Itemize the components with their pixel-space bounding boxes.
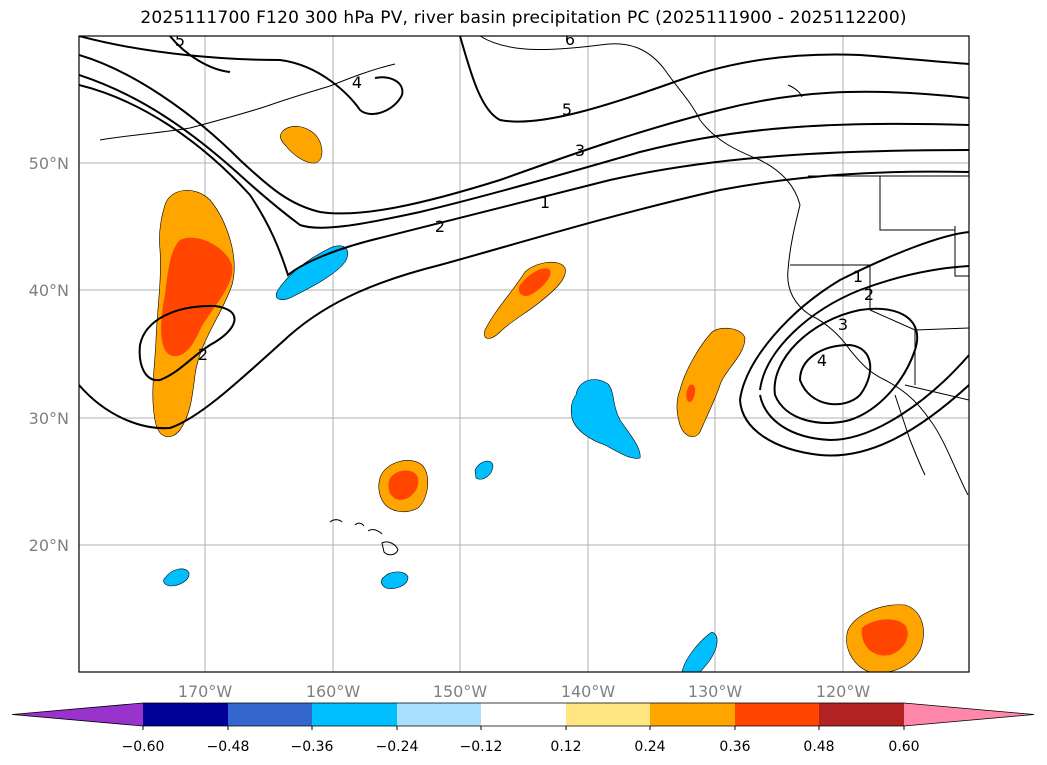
precip-blob-baja-core — [861, 619, 908, 656]
colorbar-tick: 0.12 — [550, 739, 581, 755]
pv-label: 6 — [565, 30, 575, 49]
pv-label: 2 — [435, 217, 445, 236]
map-background — [79, 36, 969, 672]
colorbar-segment — [481, 703, 566, 726]
pv-label: 4 — [352, 73, 362, 92]
colorbar-tick: −0.36 — [291, 739, 334, 755]
pv-contour-3-outer — [759, 354, 969, 442]
pv-contour-2-east — [759, 265, 969, 391]
colorbar — [11, 702, 1035, 730]
pv-label: 3 — [838, 315, 848, 334]
colorbar-tick: −0.60 — [122, 739, 165, 755]
colorbar-segment — [650, 703, 735, 726]
colorbar-tick: −0.24 — [376, 739, 419, 755]
lat-label: 30°N — [29, 409, 69, 428]
precip-blob-neg-small-1 — [474, 460, 494, 480]
pv-contour-2-main — [79, 84, 969, 277]
lon-label: 150°W — [433, 682, 488, 701]
colorbar-segment — [397, 703, 481, 726]
colorbar-extend-max — [904, 703, 1034, 726]
lat-label: 40°N — [29, 281, 69, 300]
colorbar-segment — [819, 703, 904, 726]
pv-contour-1-east — [739, 231, 969, 401]
precip-blob-neg-small-2 — [163, 568, 190, 587]
precip-blob-neg-small-3 — [381, 571, 409, 589]
pv-label: 3 — [575, 141, 585, 160]
colorbar-tick: 0.60 — [888, 739, 919, 755]
lat-label: 50°N — [29, 154, 69, 173]
precip-blob-hawaii-north-core — [388, 470, 419, 500]
pv-label: 2 — [864, 285, 874, 304]
colorbar-segment — [566, 703, 650, 726]
precip-blob-east-pacific-core — [686, 384, 696, 403]
lon-label: 130°W — [688, 682, 743, 701]
pv-label: 1 — [540, 193, 550, 212]
pv-contour-4-east — [798, 343, 872, 406]
lon-label: 140°W — [561, 682, 616, 701]
pv-contour-2-west — [138, 304, 236, 382]
map-frame — [78, 35, 970, 673]
colorbar-segment — [143, 703, 228, 726]
map-title: 2025111700 F120 300 hPa PV, river basin … — [140, 8, 907, 28]
lat-label: 20°N — [29, 536, 69, 555]
longitude-labels: 170°W 160°W 150°W 140°W 130°W 120°W — [178, 682, 871, 701]
pv-contours — [79, 36, 969, 457]
lon-label: 160°W — [306, 682, 361, 701]
colorbar-tick: 0.36 — [719, 739, 750, 755]
colorbar-extend-min — [12, 703, 143, 726]
colorbar-tick: −0.48 — [207, 739, 250, 755]
pv-contour-5-main — [459, 36, 969, 123]
latitude-labels: 50°N 40°N 30°N 20°N — [29, 154, 69, 555]
pv-label: 5 — [562, 100, 572, 119]
precip-positive-fill — [152, 126, 924, 672]
precip-blob-neg-south — [681, 631, 718, 672]
precip-blob-mid-pacific-core — [518, 268, 551, 296]
pv-contour-labels: 5 4 3 2 1 2 1 2 3 4 5 6 — [175, 30, 874, 370]
precip-negative-fill — [163, 245, 718, 672]
pv-contour-3-east — [773, 307, 919, 424]
colorbar-tick-labels: −0.60 −0.48 −0.36 −0.24 −0.12 0.12 0.24 … — [122, 739, 920, 755]
colorbar-tick: 0.24 — [634, 739, 665, 755]
precip-blob-east-pacific — [676, 327, 746, 438]
colorbar-tick: −0.12 — [460, 739, 503, 755]
pv-label: 5 — [175, 31, 185, 50]
colorbar-segment — [735, 703, 819, 726]
pv-contour-1-main — [79, 170, 969, 430]
precip-blob-neg-north — [275, 245, 349, 300]
colorbar-tick: 0.48 — [803, 739, 834, 755]
lon-label: 170°W — [178, 682, 233, 701]
pv-contour-4-outer — [739, 384, 969, 457]
pv-label: 2 — [198, 345, 208, 364]
colorbar-segment — [312, 703, 397, 726]
pv-label: 4 — [817, 351, 827, 370]
pv-label: 1 — [853, 267, 863, 286]
precip-blob-aleutian — [280, 126, 323, 164]
pv-contour-5 — [169, 36, 231, 73]
lon-label: 120°W — [816, 682, 871, 701]
pv-contour-3-main — [79, 74, 969, 229]
pv-contour-4-main — [79, 54, 969, 215]
precip-blob-neg-subtropic — [570, 379, 641, 459]
precip-blob-central-pacific-core — [161, 237, 233, 357]
pv-contour-4-top — [79, 36, 404, 115]
colorbar-segment — [228, 703, 312, 726]
